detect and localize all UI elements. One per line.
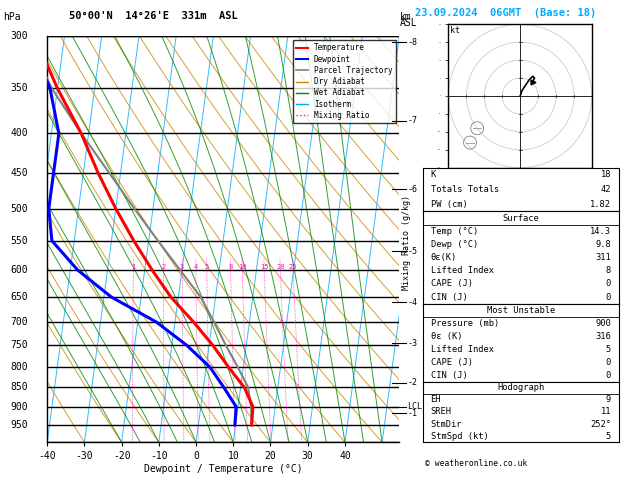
Text: 23.09.2024  06GMT  (Base: 18): 23.09.2024 06GMT (Base: 18) bbox=[415, 8, 596, 18]
Text: 0: 0 bbox=[606, 358, 611, 366]
Text: 10: 10 bbox=[238, 264, 247, 270]
Text: 50°00'N  14°26'E  331m  ASL: 50°00'N 14°26'E 331m ASL bbox=[69, 11, 238, 21]
Text: StmDir: StmDir bbox=[430, 419, 462, 429]
Text: 5: 5 bbox=[204, 264, 209, 270]
Text: Most Unstable: Most Unstable bbox=[487, 306, 555, 315]
Text: 600: 600 bbox=[10, 265, 28, 275]
Text: SREH: SREH bbox=[430, 407, 452, 417]
X-axis label: Dewpoint / Temperature (°C): Dewpoint / Temperature (°C) bbox=[144, 464, 303, 474]
Text: 4: 4 bbox=[194, 264, 198, 270]
Text: -1: -1 bbox=[407, 409, 417, 417]
Text: 800: 800 bbox=[10, 362, 28, 372]
Text: 42: 42 bbox=[601, 185, 611, 194]
Text: -5: -5 bbox=[407, 246, 417, 256]
Text: -3: -3 bbox=[407, 339, 417, 347]
Text: 1: 1 bbox=[131, 264, 135, 270]
Text: PW (cm): PW (cm) bbox=[430, 200, 467, 208]
Text: 450: 450 bbox=[10, 168, 28, 178]
Text: 900: 900 bbox=[10, 402, 28, 412]
Text: LCL: LCL bbox=[407, 402, 422, 411]
Text: CAPE (J): CAPE (J) bbox=[430, 358, 472, 366]
Text: 252°: 252° bbox=[590, 419, 611, 429]
Text: 350: 350 bbox=[10, 84, 28, 93]
Text: 316: 316 bbox=[595, 331, 611, 341]
Text: -6: -6 bbox=[407, 185, 417, 194]
Text: Mixing Ratio (g/kg): Mixing Ratio (g/kg) bbox=[403, 195, 411, 291]
Text: 9.8: 9.8 bbox=[595, 240, 611, 249]
Text: Lifted Index: Lifted Index bbox=[430, 345, 494, 354]
Text: hPa: hPa bbox=[3, 12, 21, 22]
Text: kt: kt bbox=[450, 26, 460, 35]
Text: 0: 0 bbox=[606, 293, 611, 302]
Text: 5: 5 bbox=[606, 345, 611, 354]
Text: 9: 9 bbox=[606, 395, 611, 404]
Text: 500: 500 bbox=[10, 204, 28, 214]
Text: -2: -2 bbox=[407, 378, 417, 387]
Text: ASL: ASL bbox=[399, 18, 417, 29]
Text: 311: 311 bbox=[595, 253, 611, 262]
Text: 900: 900 bbox=[595, 319, 611, 328]
Text: 750: 750 bbox=[10, 340, 28, 350]
Text: -4: -4 bbox=[407, 298, 417, 307]
Text: 8: 8 bbox=[228, 264, 233, 270]
Text: 25: 25 bbox=[289, 264, 298, 270]
Legend: Temperature, Dewpoint, Parcel Trajectory, Dry Adiabat, Wet Adiabat, Isotherm, Mi: Temperature, Dewpoint, Parcel Trajectory… bbox=[293, 40, 396, 123]
Text: StmSpd (kt): StmSpd (kt) bbox=[430, 432, 488, 441]
Text: km: km bbox=[399, 12, 411, 22]
Text: Pressure (mb): Pressure (mb) bbox=[430, 319, 499, 328]
Text: K: K bbox=[430, 171, 436, 179]
Text: 20: 20 bbox=[276, 264, 284, 270]
Text: 3: 3 bbox=[180, 264, 184, 270]
Text: 0: 0 bbox=[606, 279, 611, 289]
Text: 2: 2 bbox=[162, 264, 165, 270]
Text: 11: 11 bbox=[601, 407, 611, 417]
Text: Dewp (°C): Dewp (°C) bbox=[430, 240, 478, 249]
Text: 8: 8 bbox=[606, 266, 611, 275]
Text: Totals Totals: Totals Totals bbox=[430, 185, 499, 194]
Text: 650: 650 bbox=[10, 292, 28, 302]
Text: -8: -8 bbox=[407, 37, 417, 47]
Text: CIN (J): CIN (J) bbox=[430, 293, 467, 302]
Text: Lifted Index: Lifted Index bbox=[430, 266, 494, 275]
Text: © weatheronline.co.uk: © weatheronline.co.uk bbox=[425, 459, 527, 469]
Text: θε(K): θε(K) bbox=[430, 253, 457, 262]
Text: Temp (°C): Temp (°C) bbox=[430, 226, 478, 236]
Text: 1.82: 1.82 bbox=[590, 200, 611, 208]
Text: -7: -7 bbox=[407, 116, 417, 125]
Text: 400: 400 bbox=[10, 128, 28, 139]
Text: θε (K): θε (K) bbox=[430, 331, 462, 341]
Text: CAPE (J): CAPE (J) bbox=[430, 279, 472, 289]
Text: 0: 0 bbox=[606, 370, 611, 380]
Text: 950: 950 bbox=[10, 420, 28, 430]
Text: 5: 5 bbox=[606, 432, 611, 441]
Text: 18: 18 bbox=[601, 171, 611, 179]
Text: EH: EH bbox=[430, 395, 441, 404]
Text: CIN (J): CIN (J) bbox=[430, 370, 467, 380]
Text: 550: 550 bbox=[10, 236, 28, 246]
Text: 300: 300 bbox=[10, 32, 28, 41]
Text: 700: 700 bbox=[10, 317, 28, 327]
Text: Surface: Surface bbox=[503, 213, 539, 223]
Text: Hodograph: Hodograph bbox=[497, 383, 545, 392]
Text: 850: 850 bbox=[10, 382, 28, 393]
Text: 14.3: 14.3 bbox=[590, 226, 611, 236]
Text: 15: 15 bbox=[260, 264, 269, 270]
